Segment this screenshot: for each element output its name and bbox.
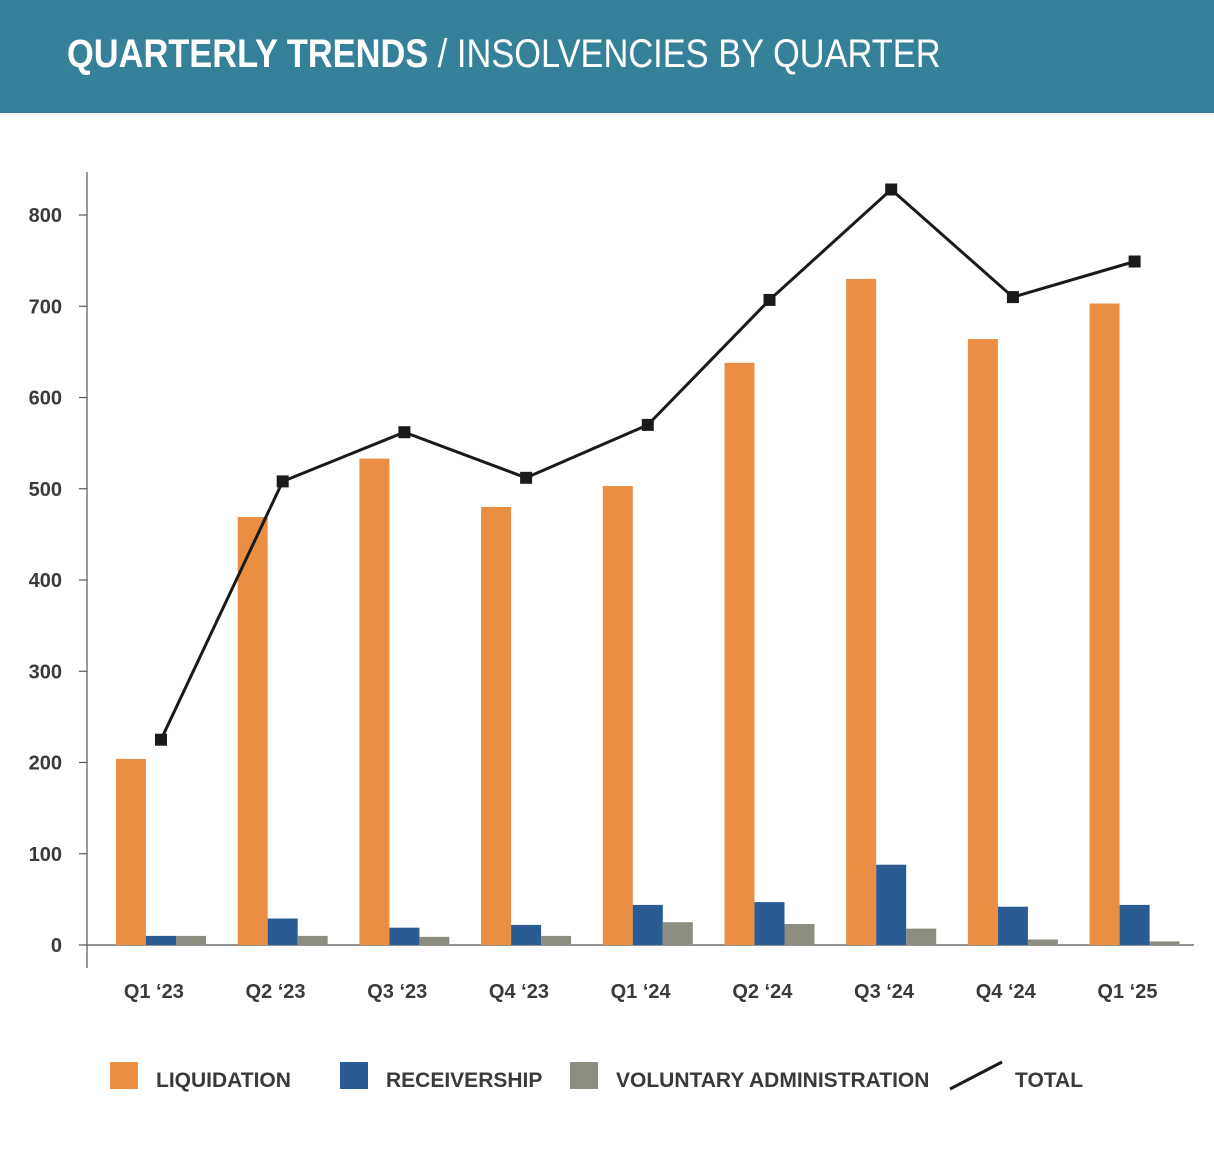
- bar-voluntary-administration: [906, 928, 937, 945]
- bar-liquidation: [967, 339, 998, 946]
- page-title: QUARTERLY TRENDS / INSOLVENCIES BY QUART…: [67, 30, 941, 78]
- legend-swatch-total: [949, 1060, 1003, 1091]
- x-tick-label: Q4 ‘23: [489, 981, 549, 1003]
- total-point: [1128, 255, 1141, 268]
- bar-receivership: [511, 924, 542, 945]
- bar-receivership: [1119, 904, 1150, 945]
- bar-receivership: [146, 935, 176, 945]
- bar-voluntary-administration: [662, 922, 693, 945]
- legend-swatch-liquidation: [110, 1062, 138, 1089]
- bar-liquidation: [481, 507, 512, 945]
- legend-swatch-receivership: [340, 1062, 368, 1089]
- x-tick-label: Q1 ‘25: [1097, 981, 1157, 1003]
- y-tick-label: 400: [29, 570, 62, 592]
- bars: [116, 278, 1180, 946]
- bar-voluntary-administration: [176, 935, 206, 945]
- legend-label-total: TOTAL: [1015, 1069, 1083, 1092]
- bar-liquidation: [846, 278, 877, 945]
- total-point: [885, 183, 898, 196]
- bar-voluntary-administration: [784, 924, 815, 945]
- bar-liquidation: [1089, 303, 1120, 945]
- y-tick-label: 700: [29, 296, 62, 318]
- bar-receivership: [754, 902, 785, 945]
- title-separator: /: [428, 32, 457, 76]
- title-light: INSOLVENCIES BY QUARTER: [456, 32, 941, 76]
- x-tick-label: Q4 ‘24: [976, 981, 1037, 1003]
- legend-label-liquidation: LIQUIDATION: [156, 1069, 291, 1092]
- y-tick-label: 100: [29, 844, 62, 866]
- total-line-group: [155, 183, 1141, 746]
- legend: LIQUIDATION RECEIVERSHIP VOLUNTARY ADMINIS…: [110, 1060, 1083, 1092]
- total-point: [155, 733, 167, 746]
- bar-voluntary-administration: [297, 935, 328, 945]
- bar-liquidation: [116, 758, 146, 945]
- title-bold: QUARTERLY TRENDS: [67, 32, 429, 76]
- total-point: [276, 475, 289, 488]
- header-banner: QUARTERLY TRENDS / INSOLVENCIES BY QUART…: [0, 0, 1214, 113]
- bar-liquidation: [359, 458, 390, 945]
- bar-liquidation: [724, 362, 755, 945]
- bar-voluntary-administration: [541, 935, 572, 945]
- bar-liquidation: [237, 517, 268, 945]
- x-tick-label: Q2 ‘23: [246, 981, 306, 1003]
- bar-receivership: [876, 864, 907, 945]
- bar-receivership: [997, 906, 1028, 945]
- total-point: [1006, 291, 1019, 304]
- y-tick-label: 0: [51, 935, 62, 957]
- x-tick-label: Q3 ‘24: [854, 981, 915, 1003]
- y-tick-label: 600: [29, 388, 62, 410]
- legend-swatch-voluntary-administration: [570, 1062, 598, 1089]
- total-point: [641, 418, 654, 431]
- y-tick-label: 800: [29, 205, 62, 227]
- x-tick-label: Q1 ‘24: [611, 981, 672, 1003]
- y-tick-label: 500: [29, 479, 62, 501]
- bar-voluntary-administration: [419, 936, 450, 945]
- bar-receivership: [389, 927, 420, 945]
- total-point: [398, 426, 411, 439]
- bar-voluntary-administration: [1027, 939, 1058, 945]
- legend-label-receivership: RECEIVERSHIP: [386, 1069, 542, 1092]
- legend-label-voluntary-administration: VOLUNTARY ADMINISTRATION: [616, 1069, 929, 1092]
- total-point: [520, 471, 533, 484]
- x-tick-label: Q1 ‘23: [124, 981, 184, 1003]
- y-tick-label: 300: [29, 661, 62, 683]
- x-tick-label: Q2 ‘24: [732, 981, 793, 1003]
- x-tick-label: Q3 ‘23: [367, 981, 427, 1003]
- bar-liquidation: [602, 486, 633, 945]
- bar-receivership: [267, 918, 298, 945]
- bar-voluntary-administration: [1149, 941, 1180, 945]
- y-tick-label: 200: [29, 753, 62, 775]
- total-point: [763, 293, 776, 306]
- bar-receivership: [632, 904, 663, 945]
